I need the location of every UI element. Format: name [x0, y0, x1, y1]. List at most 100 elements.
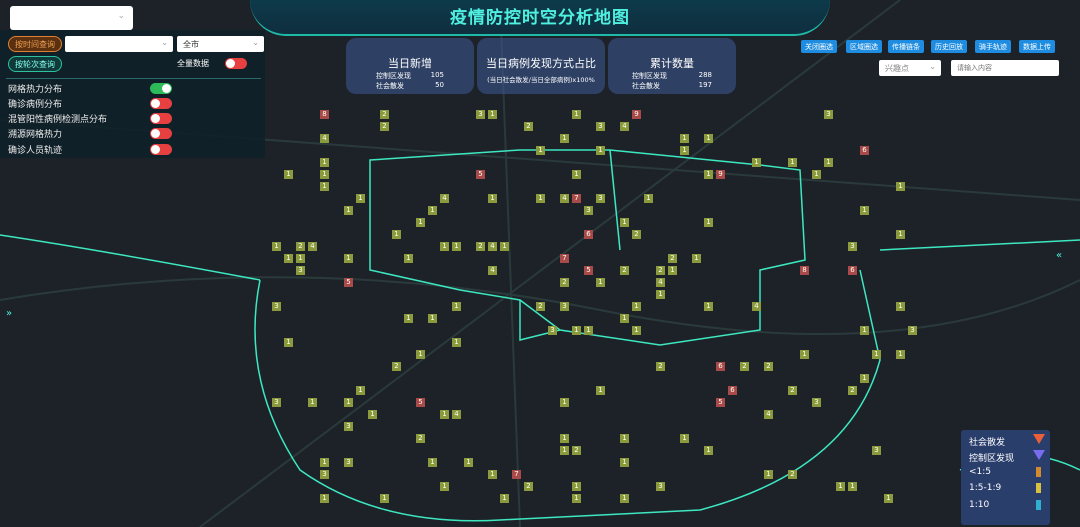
grid-cell[interactable]: 1: [836, 482, 845, 491]
grid-cell[interactable]: 1: [596, 386, 605, 395]
grid-cell[interactable]: 1: [620, 218, 629, 227]
grid-cell[interactable]: 6: [728, 386, 737, 395]
grid-cell[interactable]: 7: [512, 470, 521, 479]
grid-cell[interactable]: 1: [560, 398, 569, 407]
grid-cell[interactable]: 1: [704, 170, 713, 179]
transmission-chain-button[interactable]: 传播链条: [888, 40, 924, 53]
layer-toggle-grid-heat[interactable]: [150, 83, 172, 94]
full-data-toggle[interactable]: [225, 58, 247, 69]
grid-cell[interactable]: 1: [704, 218, 713, 227]
grid-cell[interactable]: 1: [680, 434, 689, 443]
grid-cell[interactable]: 1: [488, 470, 497, 479]
grid-cell[interactable]: 1: [404, 314, 413, 323]
region-select[interactable]: ⌄: [10, 6, 133, 30]
grid-cell[interactable]: 2: [632, 230, 641, 239]
grid-cell[interactable]: 1: [572, 170, 581, 179]
grid-cell[interactable]: 1: [500, 242, 509, 251]
grid-cell[interactable]: 1: [320, 170, 329, 179]
grid-cell[interactable]: 3: [596, 194, 605, 203]
grid-cell[interactable]: 3: [476, 110, 485, 119]
grid-cell[interactable]: 5: [584, 266, 593, 275]
grid-cell[interactable]: 5: [416, 398, 425, 407]
grid-cell[interactable]: 3: [908, 326, 917, 335]
grid-cell[interactable]: 1: [344, 254, 353, 263]
grid-cell[interactable]: 7: [572, 194, 581, 203]
grid-cell[interactable]: 2: [536, 302, 545, 311]
grid-cell[interactable]: 1: [320, 494, 329, 503]
grid-cell[interactable]: 4: [656, 278, 665, 287]
grid-cell[interactable]: 1: [368, 410, 377, 419]
grid-cell[interactable]: 4: [620, 122, 629, 131]
grid-cell[interactable]: 1: [284, 338, 293, 347]
grid-cell[interactable]: 2: [380, 110, 389, 119]
grid-cell[interactable]: 1: [488, 110, 497, 119]
grid-cell[interactable]: 1: [680, 134, 689, 143]
grid-cell[interactable]: 3: [560, 302, 569, 311]
grid-cell[interactable]: 3: [272, 398, 281, 407]
grid-cell[interactable]: 1: [572, 494, 581, 503]
grid-cell[interactable]: 3: [656, 482, 665, 491]
grid-cell[interactable]: 1: [704, 302, 713, 311]
grid-cell[interactable]: 2: [476, 242, 485, 251]
grid-cell[interactable]: 6: [716, 362, 725, 371]
grid-cell[interactable]: 1: [896, 182, 905, 191]
grid-cell[interactable]: 4: [452, 410, 461, 419]
grid-cell[interactable]: 1: [296, 254, 305, 263]
grid-cell[interactable]: 1: [656, 290, 665, 299]
grid-cell[interactable]: 5: [476, 170, 485, 179]
grid-cell[interactable]: 1: [596, 146, 605, 155]
grid-cell[interactable]: 1: [428, 206, 437, 215]
data-upload-button[interactable]: 数据上传: [1019, 40, 1055, 53]
grid-cell[interactable]: 3: [596, 122, 605, 131]
grid-cell[interactable]: 1: [620, 458, 629, 467]
grid-cell[interactable]: 1: [344, 206, 353, 215]
grid-cell[interactable]: 1: [344, 398, 353, 407]
grid-cell[interactable]: 1: [896, 302, 905, 311]
grid-cell[interactable]: 2: [392, 362, 401, 371]
layer-toggle-trajectory[interactable]: [150, 144, 172, 155]
grid-cell[interactable]: 6: [584, 230, 593, 239]
grid-cell[interactable]: 1: [440, 482, 449, 491]
close-selection-button[interactable]: 关闭圈选: [801, 40, 837, 53]
grid-cell[interactable]: 3: [320, 470, 329, 479]
grid-cell[interactable]: 1: [272, 242, 281, 251]
grid-cell[interactable]: 4: [320, 134, 329, 143]
grid-cell[interactable]: 2: [848, 386, 857, 395]
grid-cell[interactable]: 1: [896, 350, 905, 359]
grid-cell[interactable]: 1: [752, 158, 761, 167]
grid-cell[interactable]: 1: [788, 158, 797, 167]
grid-cell[interactable]: 1: [704, 446, 713, 455]
grid-cell[interactable]: 3: [848, 242, 857, 251]
grid-cell[interactable]: 1: [596, 278, 605, 287]
grid-cell[interactable]: 1: [620, 314, 629, 323]
grid-cell[interactable]: 1: [560, 446, 569, 455]
layer-toggle-mixed-positive[interactable]: [150, 113, 172, 124]
grid-cell[interactable]: 1: [560, 134, 569, 143]
poi-select[interactable]: 兴趣点 ⌄: [879, 60, 941, 76]
grid-cell[interactable]: 4: [488, 266, 497, 275]
grid-cell[interactable]: 1: [824, 158, 833, 167]
by-round-query-button[interactable]: 按轮次查询: [8, 56, 62, 72]
grid-cell[interactable]: 1: [620, 434, 629, 443]
expand-right-icon[interactable]: «: [1056, 250, 1063, 261]
grid-cell[interactable]: 1: [416, 350, 425, 359]
grid-cell[interactable]: 1: [392, 230, 401, 239]
grid-cell[interactable]: 1: [416, 218, 425, 227]
grid-cell[interactable]: 1: [584, 326, 593, 335]
grid-cell[interactable]: 1: [764, 470, 773, 479]
search-input[interactable]: [951, 60, 1059, 76]
grid-cell[interactable]: 1: [320, 182, 329, 191]
grid-cell[interactable]: 3: [812, 398, 821, 407]
grid-cell[interactable]: 1: [704, 134, 713, 143]
grid-cell[interactable]: 1: [680, 146, 689, 155]
grid-cell[interactable]: 3: [872, 446, 881, 455]
grid-cell[interactable]: 1: [644, 194, 653, 203]
grid-cell[interactable]: 1: [800, 350, 809, 359]
grid-cell[interactable]: 1: [380, 494, 389, 503]
grid-cell[interactable]: 1: [572, 482, 581, 491]
grid-cell[interactable]: 1: [452, 338, 461, 347]
grid-cell[interactable]: 2: [380, 122, 389, 131]
grid-cell[interactable]: 1: [320, 458, 329, 467]
grid-cell[interactable]: 5: [716, 398, 725, 407]
grid-cell[interactable]: 1: [536, 194, 545, 203]
